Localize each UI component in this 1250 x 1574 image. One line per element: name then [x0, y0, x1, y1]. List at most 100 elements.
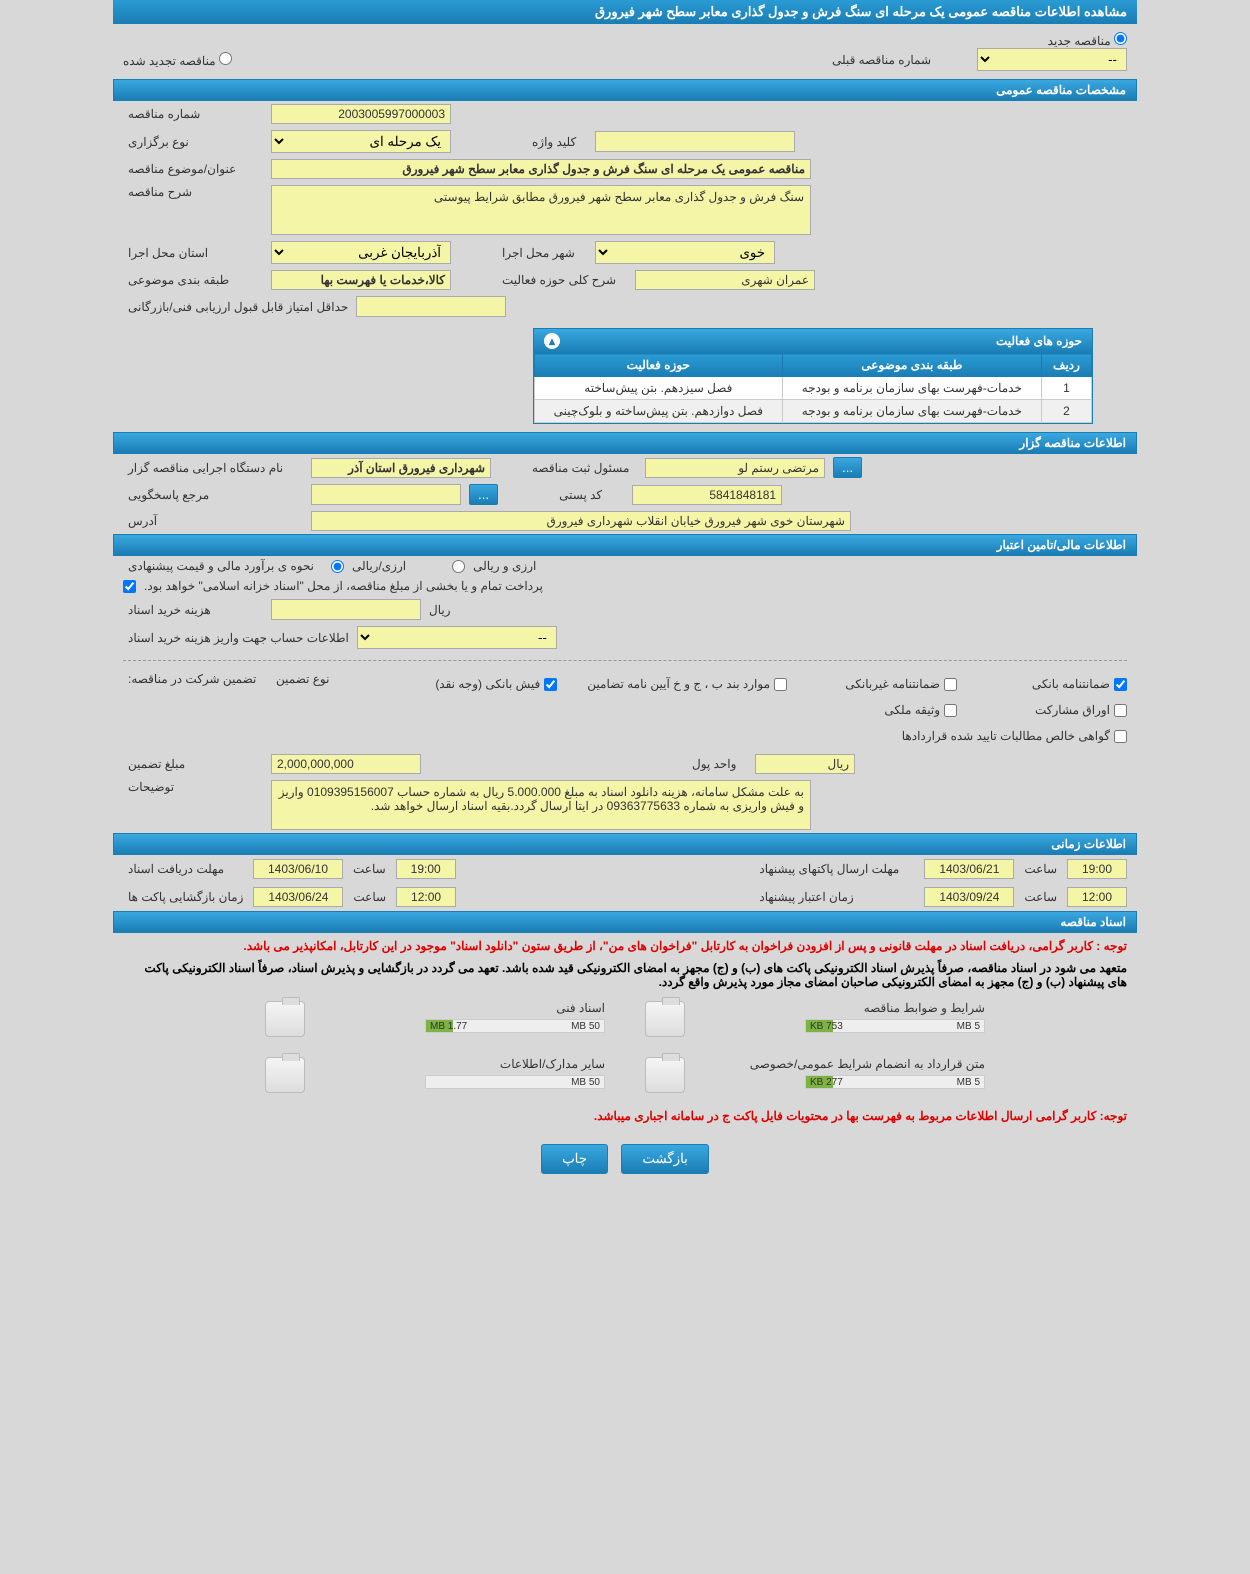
- check-nonbank-label: ضمانتنامه غیربانکی: [845, 677, 940, 691]
- check-partnership-label: اوراق مشارکت: [1035, 703, 1110, 717]
- tender-no-label: شماره مناقصه: [123, 107, 263, 121]
- amount-label: مبلغ تضمین: [123, 757, 263, 771]
- doc-title: متن قرارداد به انضمام شرایط عمومی/خصوصی: [693, 1057, 985, 1071]
- activity-desc-label: شرح کلی حوزه فعالیت: [497, 273, 627, 287]
- col-cat: طبقه بندی موضوعی: [782, 354, 1041, 377]
- account-select[interactable]: --: [357, 626, 557, 649]
- check-cash[interactable]: [544, 678, 557, 691]
- folder-icon[interactable]: [645, 1001, 685, 1037]
- radio-rial[interactable]: [331, 560, 344, 573]
- time-label-2: ساعت: [1024, 862, 1057, 876]
- contact-label: مرجع پاسخگویی: [123, 488, 303, 502]
- min-score-label: حداقل امتیاز قابل قبول ارزیابی فنی/بازرگ…: [123, 300, 348, 314]
- doc-progress: 5 MB 753 KB: [805, 1019, 985, 1033]
- category-field: کالا،خدمات یا فهرست بها: [271, 270, 451, 290]
- org-label: نام دستگاه اجرایی مناقصه گزار: [123, 461, 303, 475]
- payment-note-check[interactable]: [123, 580, 136, 593]
- activity-desc-field: عمران شهری: [635, 270, 815, 290]
- radio-new-label: مناقصه جدید: [1048, 34, 1111, 48]
- receive-time: 19:00: [396, 859, 456, 879]
- radio-new[interactable]: [1114, 32, 1127, 45]
- title-field: مناقصه عمومی یک مرحله ای سنگ فرش و جدول …: [271, 159, 811, 179]
- activity-table: ردیف طبقه بندی موضوعی حوزه فعالیت 1خدمات…: [534, 353, 1092, 423]
- unit-field: ریال: [755, 754, 855, 774]
- col-area: حوزه فعالیت: [535, 354, 783, 377]
- check-nonbank[interactable]: [944, 678, 957, 691]
- doc-title: سایر مدارک/اطلاعات: [313, 1057, 605, 1071]
- doc-title: اسناد فنی: [313, 1001, 605, 1015]
- keyword-input[interactable]: [595, 131, 795, 152]
- check-bank-label: ضمانتنامه بانکی: [1032, 677, 1110, 691]
- reg-official-field: مرتضی رستم لو: [645, 458, 825, 478]
- check-bank[interactable]: [1114, 678, 1127, 691]
- section-spec: مشخصات مناقصه عمومی: [113, 79, 1137, 101]
- check-property[interactable]: [944, 704, 957, 717]
- estimate-label: نحوه ی برآورد مالی و قیمت پیشنهادی: [123, 559, 323, 573]
- amount-field: 2,000,000,000: [271, 754, 421, 774]
- folder-icon[interactable]: [645, 1057, 685, 1093]
- min-score-input[interactable]: [356, 296, 506, 317]
- check-clause[interactable]: [774, 678, 787, 691]
- title-label: عنوان/موضوع مناقصه: [123, 162, 263, 176]
- prev-tender-label: شماره مناقصه قبلی: [827, 53, 967, 67]
- back-button[interactable]: بازگشت: [621, 1144, 709, 1174]
- table-row: 1خدمات-فهرست بهای سازمان برنامه و بودجهف…: [535, 377, 1092, 400]
- account-label: اطلاعات حساب جهت واریز هزینه خرید اسناد: [123, 631, 349, 645]
- doc-cost-input[interactable]: [271, 599, 421, 620]
- contact-lookup-button[interactable]: ...: [469, 484, 498, 505]
- tender-no-field: 2003005997000003: [271, 104, 451, 124]
- open-time: 12:00: [396, 887, 456, 907]
- type-label: نوع برگزاری: [123, 135, 263, 149]
- keyword-label: کلید واژه: [527, 135, 587, 149]
- province-select[interactable]: آذربایجان غربی: [271, 241, 451, 264]
- contact-input[interactable]: [311, 484, 461, 505]
- docs-notice-1: توجه : کاربر گرامی، دریافت اسناد در مهلت…: [113, 933, 1137, 959]
- desc-label: شرح مناقصه: [123, 185, 263, 199]
- collapse-icon[interactable]: ▴: [544, 333, 560, 349]
- docs-notice-3: توجه: کاربر گرامی ارسال اطلاعات مربوط به…: [113, 1103, 1137, 1129]
- desc-field: سنگ فرش و جدول گذاری معابر سطح شهر فیرور…: [271, 185, 811, 235]
- city-select[interactable]: خوی: [595, 241, 775, 264]
- guarantee-label: تضمین شرکت در مناقصه:: [123, 672, 263, 686]
- doc-item: متن قرارداد به انضمام شرایط عمومی/خصوصی …: [645, 1057, 985, 1093]
- check-property-label: وثیقه ملکی: [884, 703, 940, 717]
- doc-cost-unit: ریال: [429, 603, 451, 617]
- check-receivables[interactable]: [1114, 730, 1127, 743]
- check-clause-label: موارد بند ب ، ج و خ آیین نامه تضامین: [587, 677, 770, 691]
- table-row: 2خدمات-فهرست بهای سازمان برنامه و بودجهف…: [535, 400, 1092, 423]
- open-label: زمان بازگشایی پاکت ها: [123, 890, 243, 904]
- check-receivables-label: گواهی خالص مطالبات تایید شده قراردادها: [902, 729, 1110, 743]
- time-label-1: ساعت: [353, 862, 386, 876]
- radio-currency[interactable]: [452, 560, 465, 573]
- notes-field: به علت مشکل سامانه، هزینه دانلود اسناد ب…: [271, 780, 811, 830]
- address-label: آدرس: [123, 514, 303, 528]
- activity-table-title: حوزه های فعالیت: [996, 334, 1082, 348]
- guarantee-checks: ضمانتنامه بانکی ضمانتنامه غیربانکی موارد…: [349, 672, 1127, 748]
- print-button[interactable]: چاپ: [541, 1144, 608, 1174]
- doc-item: سایر مدارک/اطلاعات 50 MB: [265, 1057, 605, 1093]
- section-timing: اطلاعات زمانی: [113, 833, 1137, 855]
- send-date: 1403/06/21: [924, 859, 1014, 879]
- address-field: شهرستان خوی شهر فیرورق خیابان انقلاب شهر…: [311, 511, 851, 531]
- doc-progress: 5 MB 277 KB: [805, 1075, 985, 1089]
- check-partnership[interactable]: [1114, 704, 1127, 717]
- validity-time: 12:00: [1067, 887, 1127, 907]
- page-title: مشاهده اطلاعات مناقصه عمومی یک مرحله ای …: [113, 0, 1137, 24]
- radio-renewed[interactable]: [219, 52, 232, 65]
- prev-tender-select[interactable]: --: [977, 48, 1127, 71]
- folder-icon[interactable]: [265, 1057, 305, 1093]
- validity-label: زمان اعتبار پیشنهاد: [754, 890, 914, 904]
- reg-official-lookup-button[interactable]: ...: [833, 457, 862, 478]
- category-label: طبقه بندی موضوعی: [123, 273, 263, 287]
- org-field: شهرداری فیرورق استان آذر: [311, 458, 491, 478]
- postal-field: 5841848181: [632, 485, 782, 505]
- send-time: 19:00: [1067, 859, 1127, 879]
- type-select[interactable]: یک مرحله ای: [271, 130, 451, 153]
- radio-renewed-label: مناقصه تجدید شده: [123, 54, 216, 68]
- folder-icon[interactable]: [265, 1001, 305, 1037]
- payment-note-text: پرداخت تمام و یا بخشی از مبلغ مناقصه، از…: [144, 579, 543, 593]
- notes-label: توضیحات: [123, 780, 263, 794]
- section-organizer: اطلاعات مناقصه گزار: [113, 432, 1137, 454]
- radio-currency-label: ارزی و ریالی: [473, 559, 536, 573]
- time-label-3: ساعت: [353, 890, 386, 904]
